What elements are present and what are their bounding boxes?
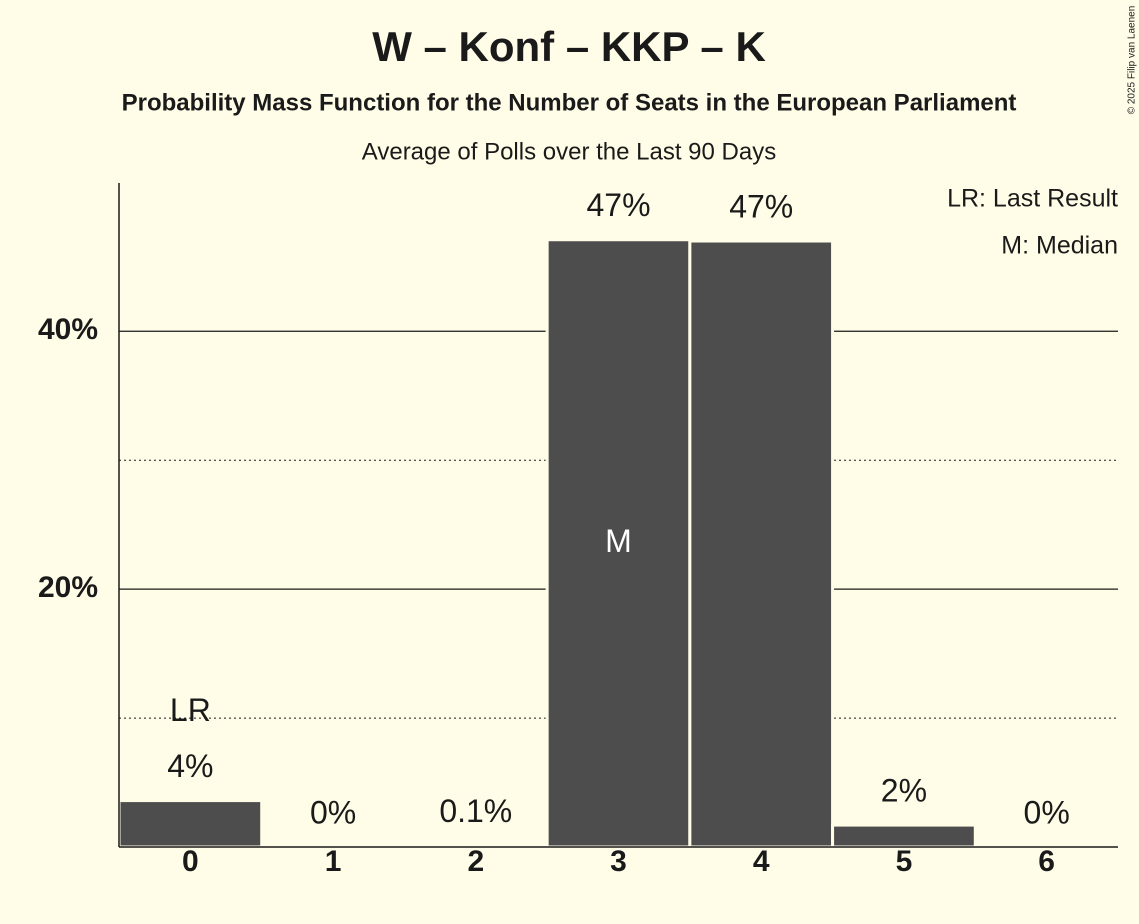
legend-entry: M: Median: [1001, 232, 1118, 260]
x-tick-label: 1: [325, 845, 342, 878]
x-tick-label: 3: [610, 845, 627, 878]
last-result-marker: LR: [170, 692, 211, 728]
chart-title: W – Konf – KKP – K: [372, 23, 766, 70]
chart-subtitle: Probability Mass Function for the Number…: [122, 89, 1017, 116]
bar: [688, 239, 835, 849]
chart-subtitle: Average of Polls over the Last 90 Days: [362, 138, 776, 165]
value-label: 0%: [1024, 794, 1070, 830]
bar: [117, 799, 264, 849]
x-tick-label: 2: [467, 845, 484, 878]
x-tick-label: 0: [182, 845, 199, 878]
median-marker: M: [605, 523, 632, 559]
value-label: 0%: [310, 794, 356, 830]
value-label: 47%: [729, 188, 793, 224]
bar: [545, 238, 692, 849]
y-tick-label: 40%: [38, 313, 98, 346]
x-tick-label: 6: [1038, 845, 1055, 878]
y-tick-label: 20%: [38, 571, 98, 604]
copyright: © 2025 Filip van Laenen: [1127, 6, 1138, 115]
bar: [831, 823, 977, 849]
value-label: 2%: [881, 773, 927, 809]
value-label: 47%: [586, 187, 650, 223]
x-tick-label: 4: [753, 845, 770, 878]
value-label: 4%: [167, 748, 213, 784]
legend-entry: LR: Last Result: [947, 185, 1118, 213]
value-label: 0.1%: [439, 793, 512, 829]
x-tick-label: 5: [896, 845, 913, 878]
